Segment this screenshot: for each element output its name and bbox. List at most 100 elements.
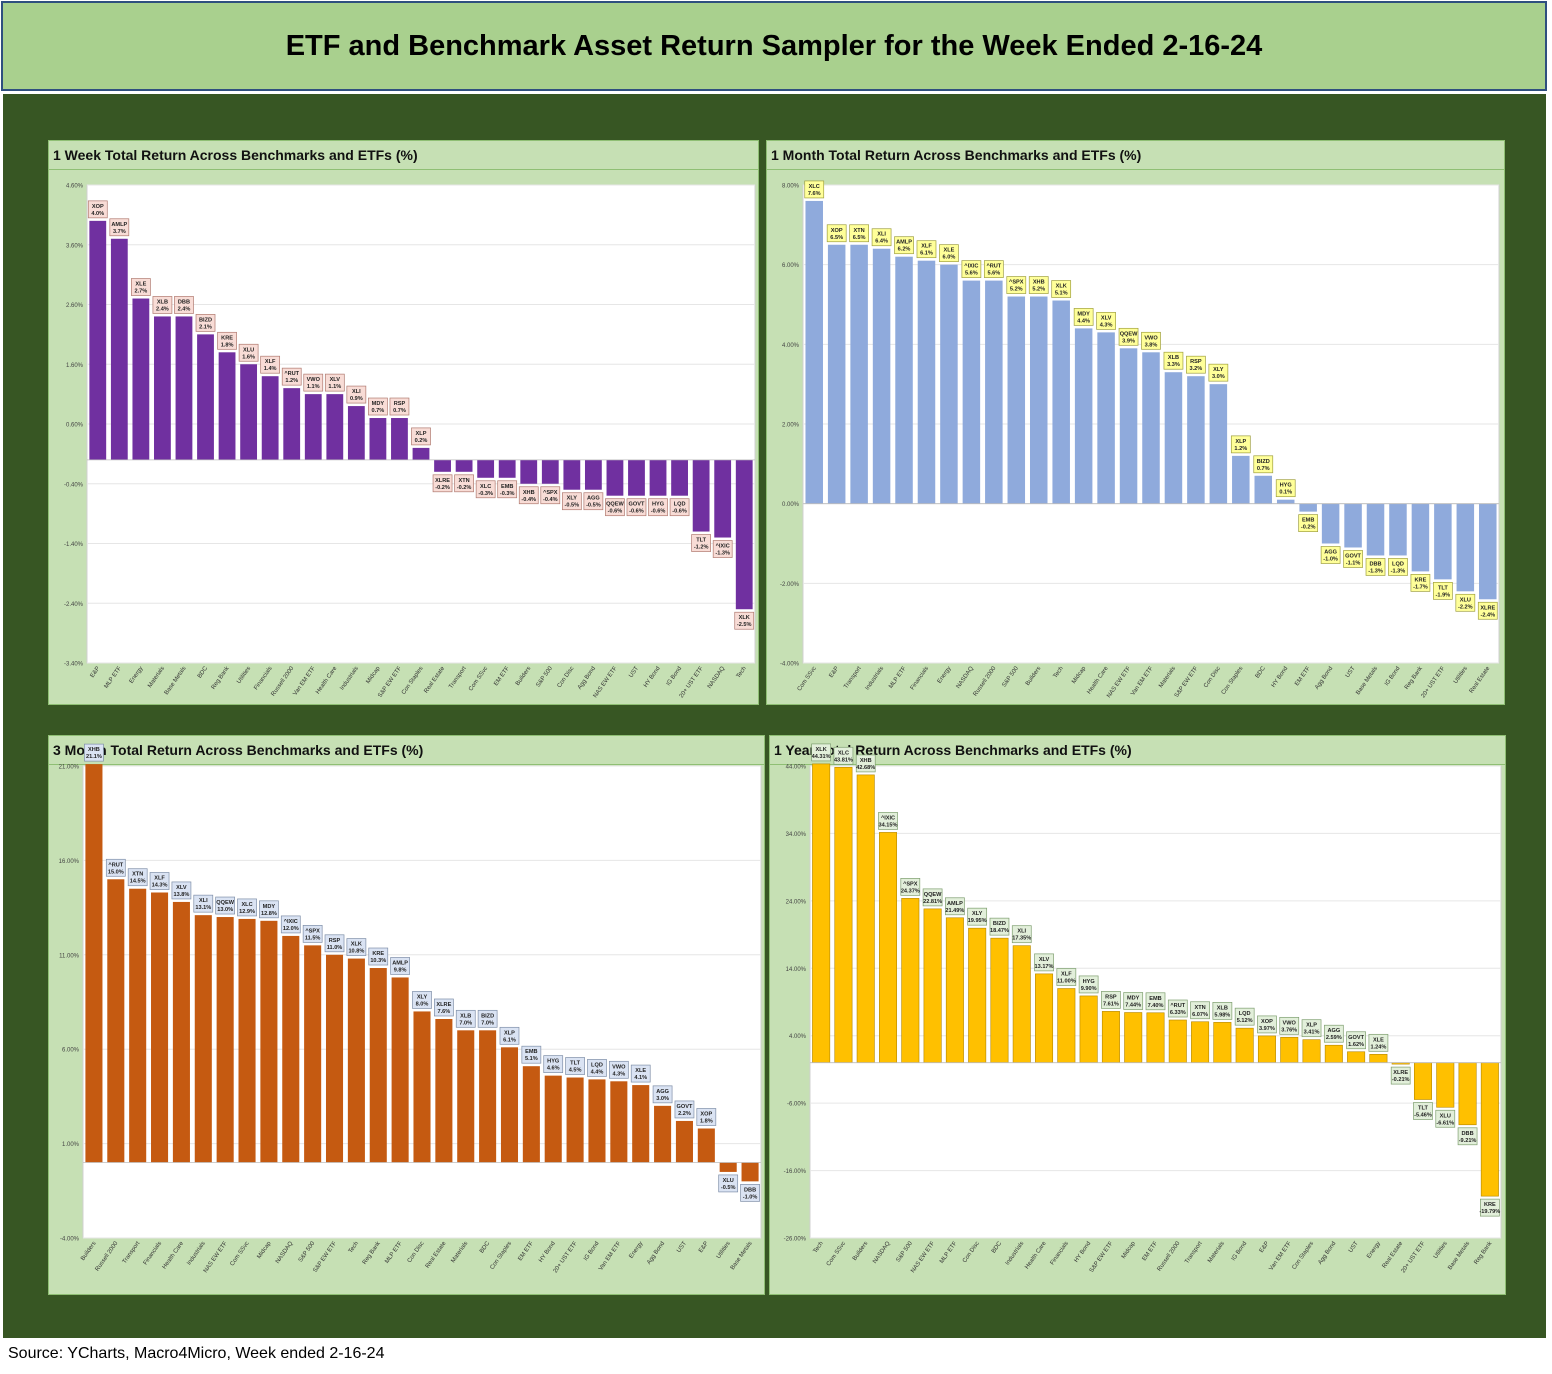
data-label-ticker: BIZD <box>481 1013 494 1019</box>
data-label-value: 6.2% <box>898 247 911 253</box>
data-label-box <box>983 260 1004 278</box>
bar <box>1321 503 1340 544</box>
x-tick-label: Base Metals <box>164 666 188 696</box>
data-label-value: 13.17% <box>1035 964 1054 970</box>
data-label-ticker: LQD <box>1239 1011 1251 1017</box>
data-label-box <box>1212 1002 1233 1020</box>
data-label-ticker: HYG <box>547 1059 559 1065</box>
data-label-value: 0.2% <box>415 438 428 444</box>
data-label-box <box>1457 1127 1478 1146</box>
data-label-value: 13.0% <box>217 907 233 913</box>
data-label-box <box>518 486 539 505</box>
data-label-value: 0.1% <box>1279 490 1292 496</box>
data-label-value: 5.98% <box>1214 1012 1230 1018</box>
data-label-ticker: XLK <box>351 942 362 948</box>
data-label-value: 1.24% <box>1370 1044 1386 1050</box>
data-label-box <box>718 1174 739 1193</box>
data-label-box <box>1208 363 1229 382</box>
bar <box>369 968 387 1163</box>
bar <box>1074 328 1093 504</box>
y-tick-label: -26.00% <box>784 1237 807 1243</box>
x-tick-label: Agg Bond <box>1314 666 1334 691</box>
x-tick-label: Base Metals <box>730 1241 754 1271</box>
x-tick-label: Agg Bond <box>1317 1241 1337 1266</box>
x-tick-label: Transport <box>122 1240 142 1265</box>
data-label-box <box>696 1108 717 1126</box>
bar <box>1257 1035 1276 1063</box>
bar <box>325 954 344 1163</box>
x-tick-label: IG Bond <box>583 1241 601 1262</box>
data-label: GOVT-1.1% <box>1343 550 1363 568</box>
data-label-ticker: AMLP <box>947 901 963 907</box>
data-label-ticker: ^RUT <box>986 264 1001 270</box>
data-label-box <box>740 1184 760 1202</box>
x-tick-label: Builders <box>1025 666 1042 687</box>
x-tick-label: IG Bond <box>666 666 684 687</box>
data-label-box <box>260 355 281 374</box>
data-label-box <box>390 957 410 975</box>
data-label-ticker: XLK <box>816 747 827 753</box>
data-label-box <box>605 498 625 517</box>
data-label-value: 2.59% <box>1326 1035 1342 1041</box>
data-label-ticker: XLU <box>1440 1113 1451 1119</box>
x-tick-label: Con Disc <box>1203 666 1222 689</box>
data-label-ticker: XLY <box>567 496 578 502</box>
bar <box>588 1079 606 1163</box>
bar <box>1097 332 1115 504</box>
data-label-box <box>1435 1109 1456 1128</box>
data-label-value: 19.95% <box>968 918 987 924</box>
data-label-ticker: XLE <box>943 248 954 254</box>
x-tick-label: Real Estate <box>425 1240 448 1269</box>
x-tick-label: Industrials <box>186 1241 207 1267</box>
data-label-ticker: AMLP <box>111 222 127 228</box>
data-label-ticker: XLP <box>1235 439 1246 445</box>
data-label-value: 1.1% <box>328 384 341 390</box>
data-label-ticker: XLE <box>635 1068 646 1074</box>
data-label: EMB-0.2% <box>1298 514 1319 532</box>
x-tick-label: Tech <box>736 666 748 680</box>
bar <box>1324 1044 1343 1063</box>
data-label-value: -2.2% <box>1458 604 1473 610</box>
bar <box>107 879 125 1163</box>
bar <box>1101 1011 1120 1063</box>
x-tick-label: 20+ UST ETF <box>1421 665 1447 699</box>
bar <box>1035 973 1054 1063</box>
x-tick-label: Health Care <box>1024 1240 1048 1270</box>
bar <box>584 459 602 490</box>
bar <box>697 1128 715 1163</box>
x-tick-label: MLP ETF <box>384 1240 404 1264</box>
bar <box>1187 376 1205 504</box>
data-label-value: -1.3% <box>1391 568 1406 574</box>
y-tick-label: 3.60% <box>66 243 84 249</box>
bar <box>391 418 408 460</box>
data-label-box <box>174 296 194 314</box>
x-tick-label: Van EM ETF <box>293 665 318 696</box>
data-label-box <box>691 534 711 552</box>
x-tick-label: S&P 500 <box>896 1240 915 1263</box>
data-label-value: -6.61% <box>1436 1120 1454 1126</box>
data-label-box <box>302 925 323 943</box>
x-tick-label: Russell 2000 <box>95 1240 120 1272</box>
data-label-value: 3.0% <box>656 1096 669 1102</box>
data-label-value: 12.9% <box>239 909 255 915</box>
data-label-value: 1.2% <box>285 378 298 384</box>
week-return-panel: 1 Week Total Return Across Benchmarks an… <box>48 140 759 705</box>
data-label-value: 3.2% <box>1190 366 1203 372</box>
bar <box>455 459 473 472</box>
data-label-ticker: XLF <box>1061 972 1072 978</box>
